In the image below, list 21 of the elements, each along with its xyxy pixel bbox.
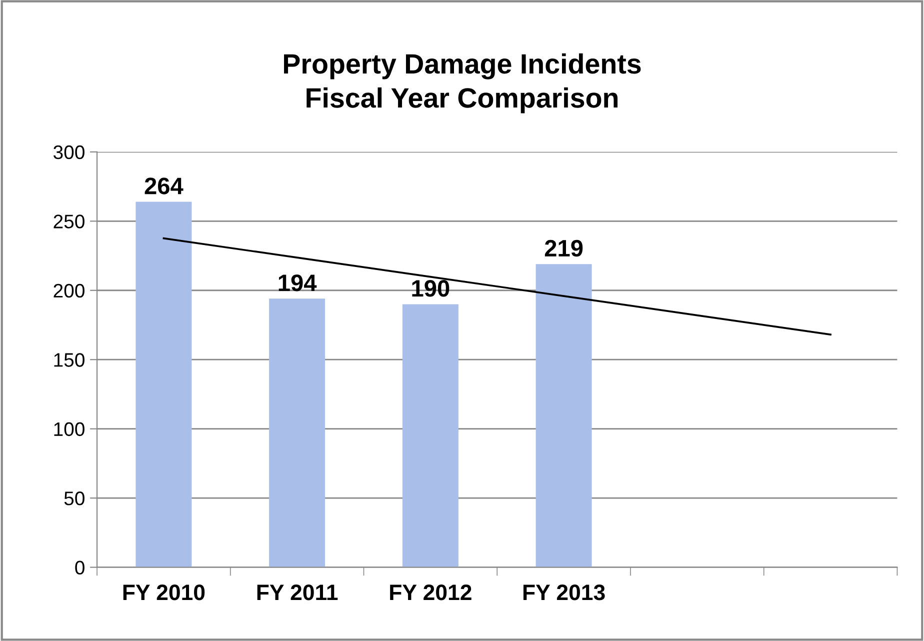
data-label: 194 [278,274,317,292]
line-series [162,237,832,336]
x-tick-label: FY 2012 [390,584,472,600]
data-label: 190 [412,280,450,297]
bar [269,298,326,568]
y-tick-label: 150 [54,353,84,367]
x-tick-label: FY 2013 [523,584,605,600]
y-tick-label: 0 [75,560,84,575]
bar [536,264,592,568]
y-tick-label: 50 [64,492,84,506]
y-tick-label: 100 [54,422,84,436]
y-tick-label: 300 [54,145,84,160]
bar [136,202,192,568]
y-tick-label: 200 [54,284,84,298]
data-label: 264 [144,178,184,194]
bar [402,304,458,568]
x-tick-label: FY 2010 [123,584,205,600]
x-tick-label: FY 2011 [257,584,338,600]
y-tick-label: 250 [54,214,84,228]
data-label: 219 [544,240,583,257]
chart-title: Property Damage Incidents Fiscal Year Comparison [284,53,641,114]
